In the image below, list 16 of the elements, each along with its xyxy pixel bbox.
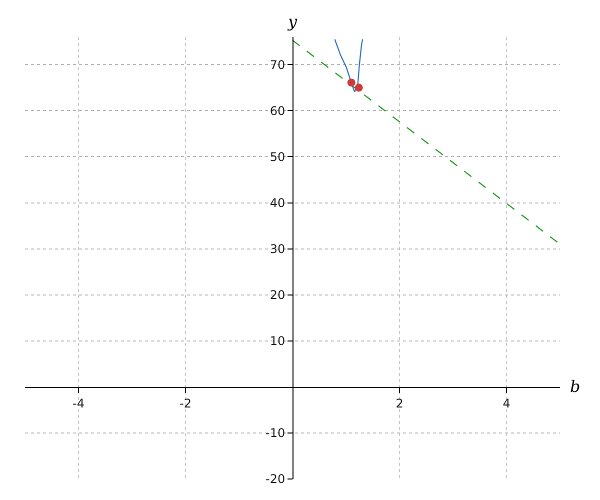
y-tick-label: -10 — [265, 426, 286, 440]
y-tick-label: 70 — [270, 58, 286, 72]
y-tick-label: 10 — [270, 334, 286, 348]
x-tick-label: -4 — [72, 396, 84, 410]
y-tick-label: 20 — [270, 288, 286, 302]
x-axis-title: b — [570, 377, 580, 396]
y-tick-label: 30 — [270, 242, 286, 256]
y-tick-label: 50 — [270, 150, 286, 164]
x-tick-label: 2 — [396, 396, 404, 410]
line-series — [334, 38, 364, 92]
x-tick-label: 4 — [502, 396, 510, 410]
y-tick-label: -20 — [265, 472, 286, 486]
y-tick-label: 40 — [270, 196, 286, 210]
y-tick-label: 60 — [270, 104, 286, 118]
y-axis-title: y — [287, 12, 298, 31]
x-tick-label: -2 — [180, 396, 192, 410]
